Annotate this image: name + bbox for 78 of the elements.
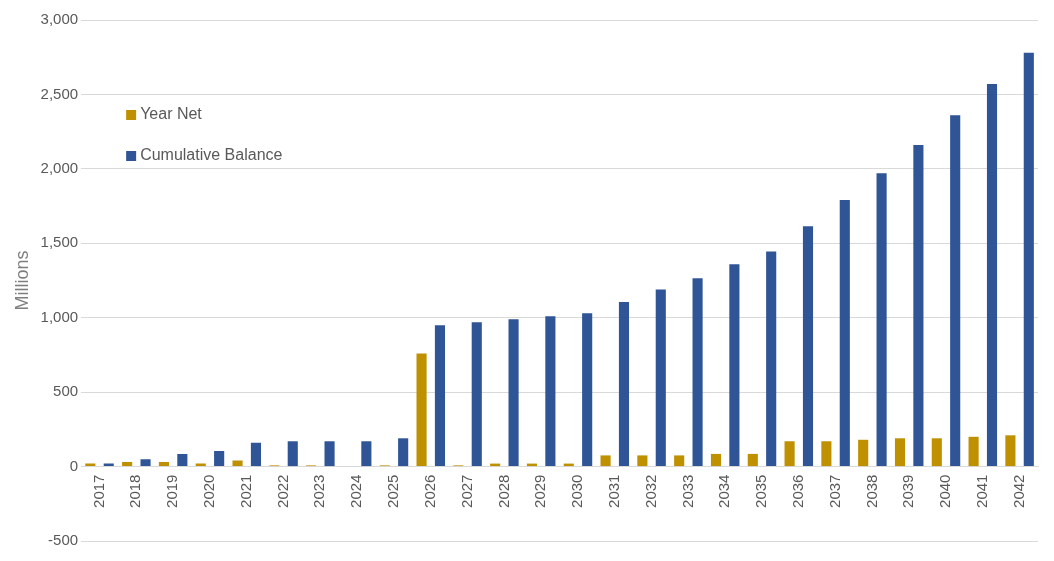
x-tick-label: 2017 xyxy=(89,474,107,508)
bar xyxy=(158,462,169,467)
bar xyxy=(177,453,188,467)
legend-label: Cumulative Balance xyxy=(140,146,283,164)
bar xyxy=(1005,435,1016,467)
legend-label: Year Net xyxy=(140,105,203,123)
bar xyxy=(471,322,482,467)
bar xyxy=(858,439,869,467)
bar xyxy=(802,226,814,467)
y-tick-label: 1,000 xyxy=(40,307,79,325)
bar xyxy=(287,441,298,467)
x-tick-label: 2027 xyxy=(457,474,475,508)
x-tick-label: 2029 xyxy=(531,474,549,508)
bar xyxy=(214,450,225,467)
bar xyxy=(821,441,832,467)
bar xyxy=(986,84,998,467)
bar xyxy=(876,173,887,467)
bar xyxy=(637,455,648,467)
y-tick-label: 1,500 xyxy=(40,233,79,251)
x-tick-label: 2037 xyxy=(825,474,843,508)
bar xyxy=(931,438,942,467)
x-tick-label: 2022 xyxy=(273,474,291,508)
bar xyxy=(913,145,924,467)
x-tick-label: 2024 xyxy=(347,474,365,508)
x-tick-label: 2032 xyxy=(641,474,659,508)
x-tick-label: 2026 xyxy=(420,474,438,508)
x-tick-label: 2036 xyxy=(788,474,806,508)
x-tick-label: 2035 xyxy=(752,474,770,508)
x-tick-label: 2042 xyxy=(1009,474,1027,508)
bar xyxy=(692,278,703,467)
x-tick-label: 2031 xyxy=(604,474,622,508)
bar xyxy=(361,441,372,467)
bar xyxy=(434,325,446,467)
y-axis-title: Millions xyxy=(11,250,32,311)
x-tick-label: 2025 xyxy=(384,474,402,508)
x-tick-label: 2021 xyxy=(236,474,254,508)
bar xyxy=(839,200,850,467)
bar xyxy=(324,441,335,467)
y-tick-label: 3,000 xyxy=(40,10,79,28)
x-tick-label: 2018 xyxy=(126,474,144,508)
y-tick-label: 0 xyxy=(69,456,79,474)
bar xyxy=(894,438,906,467)
x-tick-label: 2039 xyxy=(899,474,917,508)
bar xyxy=(784,441,795,467)
bar xyxy=(232,460,243,467)
bar xyxy=(582,313,593,467)
bar xyxy=(122,462,133,467)
bar xyxy=(655,289,666,467)
y-tick-label: 500 xyxy=(53,382,79,400)
bar xyxy=(950,115,961,467)
bar xyxy=(545,316,556,467)
bar xyxy=(710,453,722,467)
x-tick-label: 2030 xyxy=(568,474,586,508)
bar xyxy=(766,251,777,467)
x-tick-label: 2040 xyxy=(936,474,954,508)
bar xyxy=(140,459,151,467)
x-tick-label: 2038 xyxy=(862,474,880,508)
bar xyxy=(729,264,740,467)
bar xyxy=(416,353,427,467)
bar xyxy=(674,455,685,467)
x-tick-label: 2034 xyxy=(715,474,733,508)
bar xyxy=(747,453,758,467)
x-tick-label: 2041 xyxy=(972,474,990,508)
x-tick-label: 2020 xyxy=(200,474,218,508)
x-tick-label: 2033 xyxy=(678,474,696,508)
bar xyxy=(1023,52,1034,467)
bar xyxy=(968,436,979,467)
y-tick-label: -500 xyxy=(48,531,79,549)
bar xyxy=(508,319,519,467)
bar xyxy=(618,302,630,467)
bar xyxy=(398,438,409,467)
bar xyxy=(250,442,262,467)
x-tick-label: 2023 xyxy=(310,474,328,508)
y-tick-label: 2,500 xyxy=(40,84,79,102)
bar xyxy=(600,455,611,467)
y-tick-label: 2,000 xyxy=(40,159,79,176)
x-tick-label: 2028 xyxy=(494,474,512,508)
x-tick-label: 2019 xyxy=(163,474,181,508)
